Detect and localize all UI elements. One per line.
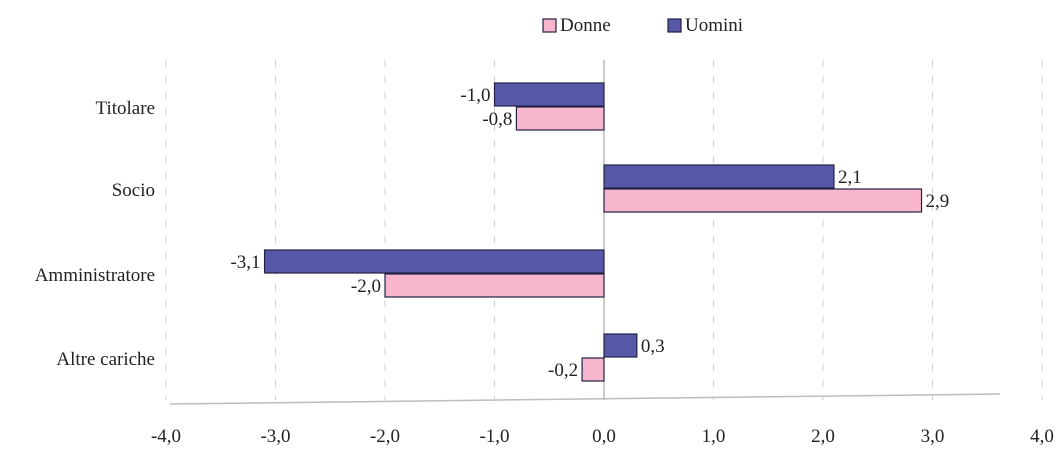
category-label: Altre cariche: [56, 349, 155, 370]
value-label-donne: -2,0: [351, 276, 381, 297]
legend: Donne Uomini: [542, 15, 743, 36]
bar-uomini: [603, 333, 638, 358]
value-label-uomini: -1,0: [460, 85, 490, 106]
legend-label-donne: Donne: [560, 15, 611, 36]
bar-uomini: [493, 82, 605, 107]
x-axis-line: [169, 393, 1001, 405]
value-label-uomini: 0,3: [641, 336, 665, 357]
legend-swatch-donne: [542, 18, 557, 33]
bar-donne: [581, 357, 605, 382]
x-tick-label: -3,0: [260, 426, 290, 447]
category-labels: Titolare Socio Amministratore Altre cariche: [35, 98, 155, 370]
x-tick-label: 2,0: [811, 426, 835, 447]
value-label-donne: 2,9: [926, 191, 950, 212]
bar-uomini: [263, 249, 605, 274]
legend-swatch-uomini: [667, 18, 682, 33]
bar-uomini: [603, 164, 835, 189]
value-label-donne: -0,2: [548, 360, 578, 381]
value-label-donne: -0,8: [482, 109, 512, 130]
legend-label-uomini: Uomini: [685, 15, 743, 36]
bar-donne: [384, 273, 605, 298]
x-tick-label: 3,0: [921, 426, 945, 447]
category-label: Titolare: [96, 98, 155, 119]
bar-donne: [603, 188, 923, 213]
value-label-uomini: -3,1: [230, 252, 260, 273]
x-tick-label: -2,0: [370, 426, 400, 447]
category-label: Amministratore: [35, 265, 155, 286]
category-label: Socio: [112, 180, 155, 201]
x-tick-label: 4,0: [1030, 426, 1054, 447]
bars: [263, 82, 923, 382]
x-axis-ticks: -4,0 -3,0 -2,0 -1,0 0,0 1,0 2,0 3,0 4,0: [151, 426, 1054, 447]
x-tick-label: -4,0: [151, 426, 181, 447]
x-tick-label: -1,0: [479, 426, 509, 447]
bar-donne: [515, 106, 605, 131]
value-labels: -1,0 -0,8 2,1 2,9 -3,1 -2,0 0,3 -0,2: [230, 85, 949, 381]
x-tick-label: 0,0: [592, 426, 616, 447]
value-label-uomini: 2,1: [838, 167, 862, 188]
x-tick-label: 1,0: [702, 426, 726, 447]
